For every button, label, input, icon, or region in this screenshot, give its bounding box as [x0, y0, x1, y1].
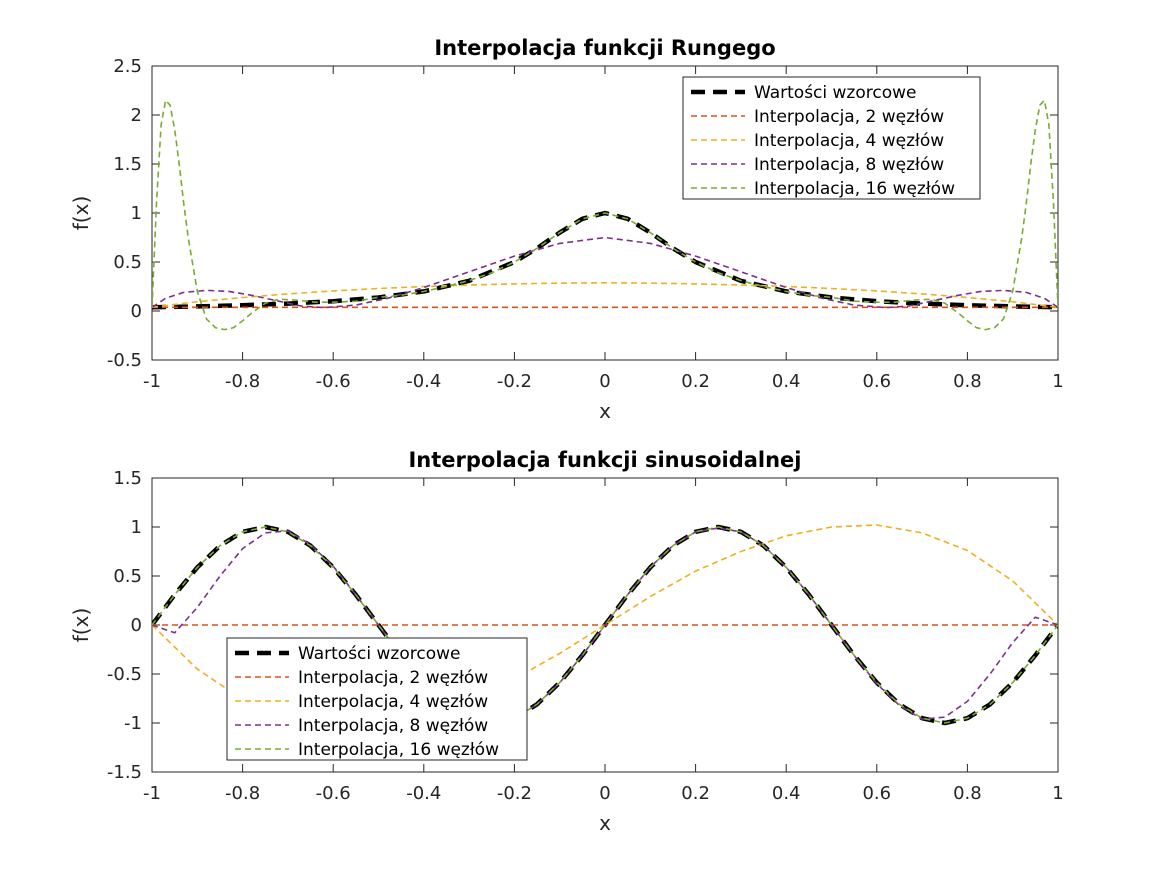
sine-y-tick-label: 1.5: [113, 468, 142, 489]
runge-series-n4: [152, 282, 1058, 309]
sine-y-tick-label: 1: [131, 517, 142, 538]
sine-series-n8: [152, 527, 1058, 723]
sine-x-tick-label: 0: [599, 783, 610, 804]
sine-x-tick-label: 1: [1052, 783, 1063, 804]
sine-y-tick-label: -1: [124, 713, 142, 734]
runge-x-tick-label: -0.6: [316, 371, 351, 392]
runge-x-axis-label: x: [599, 399, 611, 423]
runge-y-tick-label: 2: [131, 105, 142, 126]
sine-x-tick-label: -0.6: [316, 783, 351, 804]
runge-chart-title: Interpolacja funkcji Rungego: [434, 36, 775, 60]
runge-legend-label-n4: Interpolacja, 4 węzłów: [754, 131, 944, 151]
sine-x-tick-label: -0.8: [225, 783, 260, 804]
sine-y-axis-label: f(x): [69, 608, 93, 642]
sine-y-tick-label: 0.5: [113, 566, 142, 587]
sine-series-n16: [152, 526, 1058, 724]
sine-legend-label-n2: Interpolacja, 2 węzłów: [298, 668, 488, 688]
sine-legend-label-n4: Interpolacja, 4 węzłów: [298, 692, 488, 712]
runge-legend-label-n2: Interpolacja, 2 węzłów: [754, 107, 944, 127]
runge-x-tick-label: -0.4: [406, 371, 441, 392]
sine-x-tick-label: -0.2: [497, 783, 532, 804]
sine-chart: -1 -0.8 -0.6 -0.4 -0.2 0 0.2 0.4 0.6 0.8 1-1.5-1-0…: [69, 448, 1064, 835]
sine-plot-area: -1 -0.8 -0.6 -0.4 -0.2 0 0.2 0.4 0.6 0.8 1-1.5-1-0…: [107, 468, 1064, 804]
sine-x-tick-label: -0.4: [406, 783, 441, 804]
runge-y-tick-label: 1: [131, 203, 142, 224]
sine-y-tick-label: -0.5: [107, 664, 142, 685]
runge-x-tick-label: 0: [599, 371, 610, 392]
sine-y-tick-label: -1.5: [107, 762, 142, 783]
runge-x-tick-label: 0.4: [772, 371, 801, 392]
runge-x-tick-label: -1: [143, 371, 161, 392]
runge-y-tick-label: 2.5: [113, 56, 142, 77]
runge-legend-label-reference: Wartości wzorcowe: [754, 83, 916, 103]
sine-legend-label-n16: Interpolacja, 16 węzłów: [298, 740, 499, 760]
runge-x-tick-label: 0.6: [862, 371, 891, 392]
runge-y-tick-label: 0.5: [113, 252, 142, 273]
runge-x-tick-label: 0.8: [953, 371, 982, 392]
runge-legend-box: [682, 76, 981, 200]
runge-x-tick-label: -0.2: [497, 371, 532, 392]
sine-y-tick-label: 0: [131, 615, 142, 636]
sine-x-tick-label: 0.2: [681, 783, 710, 804]
sine-legend: Wartości wzorcowe Interpolacja, 2 węzłów I…: [226, 637, 528, 761]
runge-series-n8: [152, 236, 1058, 309]
runge-y-tick-label: 0: [131, 301, 142, 322]
sine-legend-box: [226, 637, 528, 761]
sine-x-tick-label: 0.6: [862, 783, 891, 804]
sine-x-tick-label: -1: [143, 783, 161, 804]
sine-x-tick-label: 0.8: [953, 783, 982, 804]
runge-x-tick-label: 0.2: [681, 371, 710, 392]
sine-chart-title: Interpolacja funkcji sinusoidalnej: [408, 448, 801, 472]
sine-legend-label-n8: Interpolacja, 8 węzłów: [298, 716, 488, 736]
runge-legend-label-n16: Interpolacja, 16 węzłów: [754, 179, 955, 199]
runge-y-tick-label: -0.5: [107, 350, 142, 371]
runge-x-tick-label: 1: [1052, 371, 1063, 392]
runge-y-axis-label: f(x): [69, 196, 93, 230]
runge-legend-label-n8: Interpolacja, 8 węzłów: [754, 155, 944, 175]
runge-legend: Wartości wzorcowe Interpolacja, 2 węzłów I…: [682, 76, 981, 200]
runge-series-n16: [152, 99, 1058, 331]
runge-chart: -1 -0.8 -0.6 -0.4 -0.2 0 0.2 0.4 0.6 0.8 1 -0.5 0 0.5…: [69, 36, 1064, 423]
runge-x-tick-label: -0.8: [225, 371, 260, 392]
sine-x-axis-label: x: [599, 811, 611, 835]
runge-y-tick-label: 1.5: [113, 154, 142, 175]
sine-x-tick-label: 0.4: [772, 783, 801, 804]
sine-legend-label-reference: Wartości wzorcowe: [298, 644, 460, 664]
